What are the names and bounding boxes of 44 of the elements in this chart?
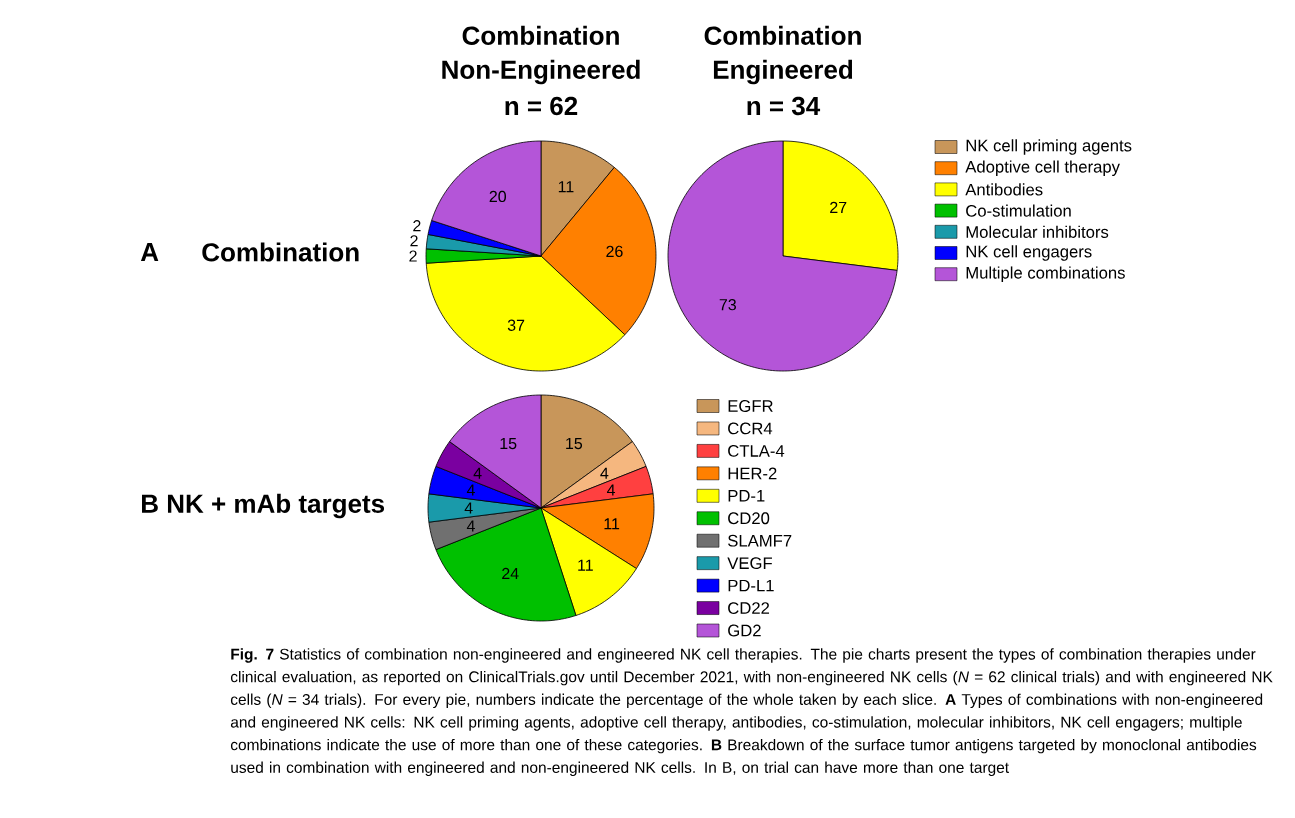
legend-label: NK cell priming agents — [966, 139, 1132, 155]
chart-subtitle: n = 34 — [747, 96, 821, 116]
data-label: 15 — [500, 438, 517, 450]
legend-label: Molecular inhibitors — [966, 225, 1109, 238]
legend-label: Co-stimulation — [966, 204, 1071, 217]
data-label: 11 — [604, 518, 620, 530]
data-label: 2 — [413, 220, 421, 232]
legend-label: Antibodies — [965, 183, 1043, 196]
legend-label: HER-2 — [728, 467, 777, 480]
legend-label: VEGF — [727, 557, 772, 570]
data-label: 73 — [719, 299, 736, 311]
legend-label: CTLA-4 — [728, 445, 785, 457]
chart-subtitle: n = 62 — [505, 96, 578, 116]
data-label: 11 — [578, 559, 593, 571]
legend-label: CD20 — [728, 512, 770, 525]
text: B NK + mAb targets — [142, 493, 385, 519]
legend-label: PD-L1 — [728, 579, 774, 592]
data-label: 2 — [409, 250, 417, 262]
data-label: 4 — [473, 467, 482, 479]
legend-label: PD-1 — [728, 490, 765, 502]
data-label: 26 — [606, 245, 623, 258]
legend-label: SLAMF7 — [728, 534, 792, 547]
data-label: 4 — [464, 502, 473, 514]
data-label: 37 — [507, 319, 525, 331]
legend-label: NK cell engagers — [966, 245, 1092, 261]
data-label: 27 — [830, 201, 847, 213]
text: Fig. 7 Statistics of combination non-engineered and engineered NK cell therapies. The pie charts present the types of combination therapies under clinical evaluation, as reported on ClinicalTrials.gov until December 2021, with non-engineered NK cells (N = 62 clinical trials) and with engineered NK cells (N = 34 trials). For every pie, numbers indicate the percentage of the whole taken by each slice. A Types of combinations with non-engineered and engineered NK cells: NK cell priming agents, adoptive cell therapy, antibodies, co-stimulation, molecular inhibitors, NK cell engagers; multiple combinations indicate the use of more than one of these categories. B Breakdown of the surface tumor antigens targeted by monoclonal antibodies used in combination with engineered and non-engineered NK cells. In B, on trial can have more than one target — [230, 648, 1273, 777]
data-label: 15 — [566, 438, 583, 450]
legend-label: EGFR — [728, 400, 773, 412]
data-label: 4 — [466, 484, 475, 496]
text: Combination — [202, 242, 359, 262]
legend-label: GD2 — [728, 624, 761, 637]
text: A — [140, 243, 159, 261]
data-label: 20 — [489, 190, 507, 203]
legend-label: CD22 — [728, 602, 770, 614]
data-label: 4 — [600, 467, 609, 479]
data-label: 2 — [410, 235, 418, 247]
legend-label: Adoptive cell therapy — [965, 160, 1120, 176]
data-label: 4 — [466, 520, 475, 532]
legend-label: Multiple combinations — [966, 266, 1125, 282]
data-label: 4 — [606, 484, 616, 496]
data-label: 24 — [502, 567, 519, 580]
data-label: 11 — [558, 181, 574, 193]
legend-label: CCR4 — [728, 422, 773, 435]
